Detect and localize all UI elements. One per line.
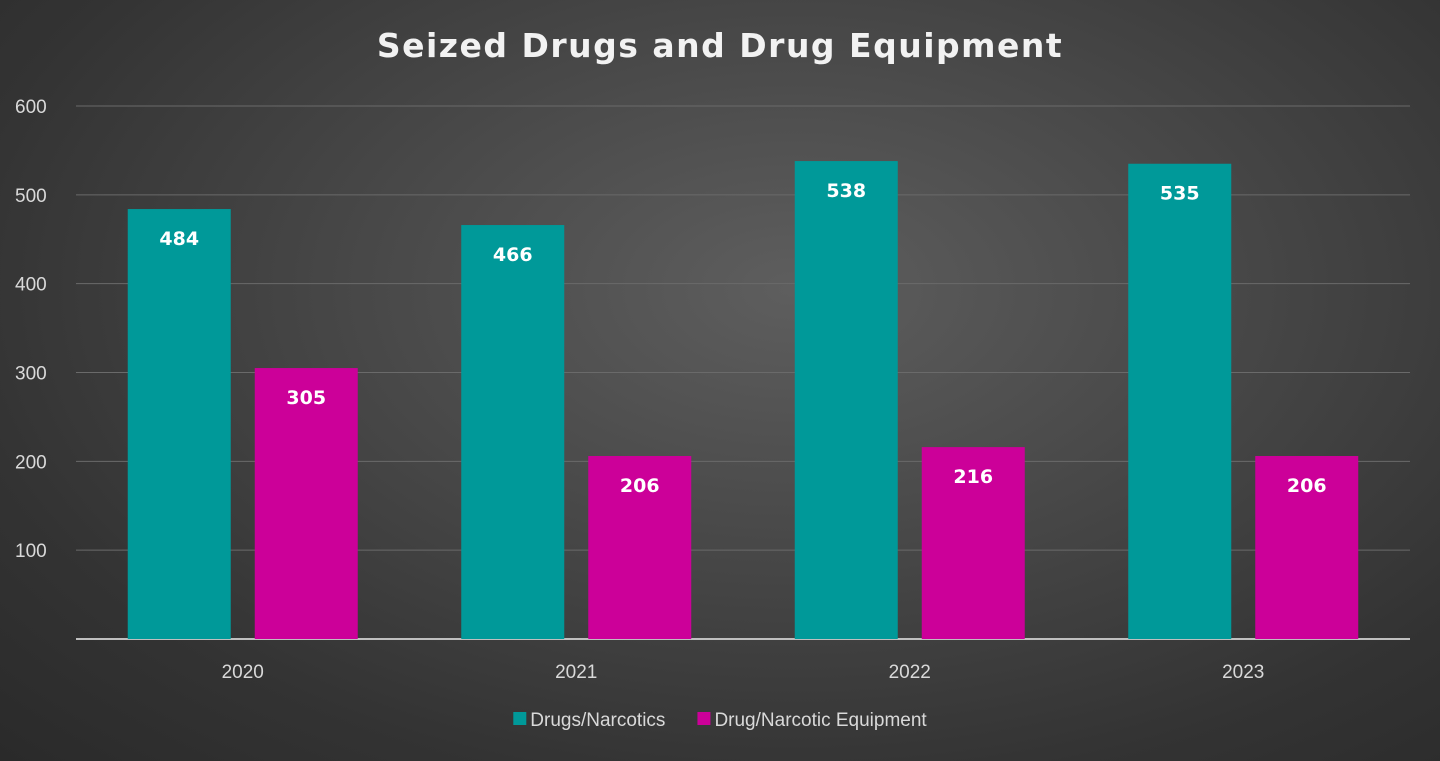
- legend[interactable]: Drugs/Narcotics Drug/Narcotic Equipment: [513, 710, 927, 731]
- axes: 100 200 300 400 500 600 2020 2021 2022 2023: [15, 97, 1410, 683]
- data-labels: 484 305 466 206 538 216 535 206: [159, 180, 1326, 497]
- y-tick-label: 300: [15, 364, 47, 385]
- data-label: 216: [953, 466, 993, 488]
- y-tick-label: 600: [15, 97, 47, 118]
- legend-item[interactable]: Drugs/Narcotics: [513, 710, 665, 731]
- x-tick-label: 2023: [1222, 662, 1264, 683]
- bar-drug-narcotic-equipment-2023[interactable]: [1255, 456, 1359, 639]
- y-tick-label: 200: [15, 452, 47, 473]
- data-label: 535: [1160, 183, 1200, 205]
- chart-title: Seized Drugs and Drug Equipment: [377, 26, 1063, 65]
- legend-swatch: [697, 712, 711, 725]
- bar-drug-narcotic-equipment-2020[interactable]: [254, 368, 358, 639]
- legend-label: Drugs/Narcotics: [530, 710, 665, 731]
- y-tick-label: 100: [15, 541, 47, 562]
- legend-item[interactable]: Drug/Narcotic Equipment: [697, 710, 927, 731]
- y-tick-label: 500: [15, 186, 47, 207]
- bar-drug-narcotic-equipment-2021[interactable]: [588, 456, 692, 639]
- bar-drug-narcotic-equipment-2022[interactable]: [921, 447, 1025, 639]
- bars: [127, 161, 1359, 639]
- bar-drugs-narcotics-2020[interactable]: [127, 209, 231, 639]
- x-tick-label: 2021: [555, 662, 597, 683]
- data-label: 305: [286, 387, 326, 409]
- x-tick-label: 2020: [222, 662, 264, 683]
- data-label: 466: [493, 244, 533, 266]
- data-label: 538: [826, 180, 866, 202]
- x-tick-label: 2022: [889, 662, 931, 683]
- y-tick-label: 400: [15, 275, 47, 296]
- bar-drugs-narcotics-2022[interactable]: [794, 161, 898, 639]
- legend-label: Drug/Narcotic Equipment: [714, 710, 927, 731]
- data-label: 206: [1287, 475, 1327, 497]
- data-label: 206: [620, 475, 660, 497]
- bar-drugs-narcotics-2023[interactable]: [1128, 163, 1232, 639]
- data-label: 484: [159, 228, 199, 250]
- bar-drugs-narcotics-2021[interactable]: [461, 225, 565, 639]
- legend-swatch: [513, 712, 527, 725]
